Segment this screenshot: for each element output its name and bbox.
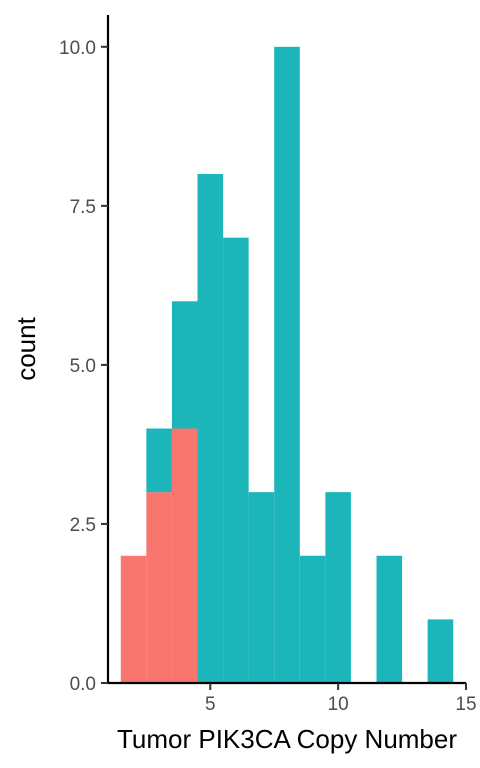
- y-axis-title: count: [11, 316, 41, 380]
- histogram-bars: [121, 47, 453, 683]
- histogram-bar: [198, 174, 224, 683]
- x-axis-title: Tumor PIK3CA Copy Number: [117, 724, 457, 754]
- histogram-bar: [249, 492, 275, 683]
- histogram-bar: [172, 429, 198, 683]
- y-tick-label: 10.0: [59, 38, 96, 59]
- histogram-bar: [121, 556, 147, 683]
- histogram-bar: [274, 47, 300, 683]
- x-axis-ticks: 5 10 15: [205, 683, 477, 715]
- x-tick-label: 10: [328, 694, 349, 715]
- histogram-bar: [300, 556, 326, 683]
- y-tick-label: 7.5: [70, 197, 96, 218]
- histogram-bar: [428, 619, 454, 683]
- histogram-bar: [325, 492, 351, 683]
- y-axis-ticks: 0.0 2.5 5.0 7.5 10.0: [59, 38, 108, 695]
- histogram-bar: [172, 301, 198, 428]
- y-tick-label: 0.0: [70, 674, 96, 695]
- histogram-bar: [146, 492, 172, 683]
- histogram-bar: [223, 238, 249, 683]
- x-tick-label: 15: [455, 694, 476, 715]
- histogram-bar: [146, 429, 172, 493]
- histogram-bar: [377, 556, 403, 683]
- y-tick-label: 5.0: [70, 356, 96, 377]
- x-tick-label: 5: [205, 694, 216, 715]
- y-tick-label: 2.5: [70, 515, 96, 536]
